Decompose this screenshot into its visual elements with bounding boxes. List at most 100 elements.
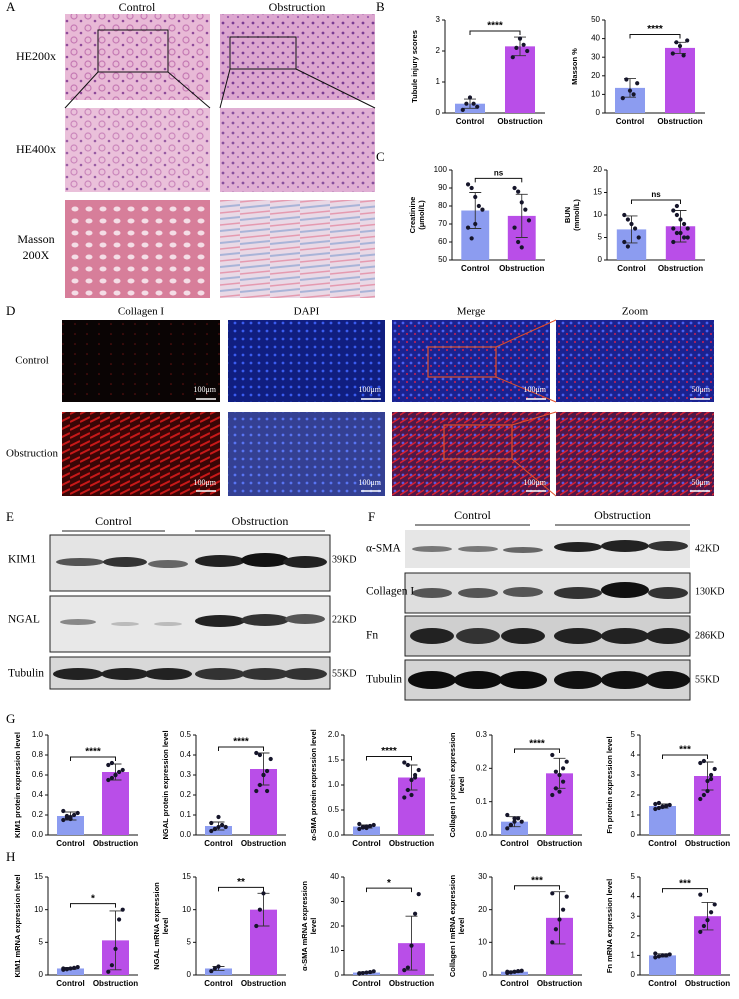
y-tick-label: 2.0: [328, 730, 340, 739]
y-tick-label: 20: [478, 905, 487, 914]
data-point: [416, 892, 421, 897]
data-point: [508, 970, 513, 975]
y-axis-label: α-SMA protein expression level: [309, 729, 318, 840]
data-point: [561, 766, 566, 771]
data-point: [629, 221, 634, 227]
significance-bracket: [366, 887, 412, 893]
y-axis-label: KIM1 protein expression level: [13, 732, 22, 838]
data-point: [460, 107, 465, 112]
data-point: [667, 952, 672, 957]
y-tick-label: 0.0: [328, 830, 340, 839]
x-tick-label: Control: [204, 839, 232, 848]
data-point: [405, 787, 410, 793]
panel-letter: B: [376, 0, 385, 14]
y-tick-label: 0: [335, 970, 340, 979]
column-header: Obstruction: [269, 0, 326, 14]
y-tick-label: 0: [187, 970, 192, 979]
data-point: [106, 762, 111, 768]
data-point: [685, 226, 690, 231]
data-point: [698, 760, 703, 766]
data-point: [364, 825, 369, 831]
data-point: [505, 826, 510, 831]
y-axis-label: level: [457, 918, 466, 935]
data-point: [627, 88, 633, 93]
data-point: [685, 235, 690, 240]
error-bar: [625, 215, 638, 244]
panel-letter: H: [6, 849, 15, 864]
significance-bracket: [514, 885, 560, 890]
panel-letter: C: [376, 149, 385, 164]
y-tick-label: 2: [631, 931, 636, 940]
data-point: [709, 910, 714, 915]
significance-label: **: [237, 877, 245, 888]
y-tick-label: 80: [438, 201, 447, 210]
error-bar: [109, 910, 122, 971]
y-axis-label: KIM1 mRNA expression level: [13, 874, 22, 977]
blot-size: 55KD: [332, 668, 356, 679]
significance-bracket: [218, 886, 264, 892]
y-tick-label: 10: [593, 210, 602, 219]
y-tick-label: 1: [631, 951, 636, 960]
bar: [501, 821, 528, 835]
y-tick-label: 2: [436, 46, 441, 55]
data-point: [61, 808, 66, 814]
data-point: [705, 918, 710, 923]
data-point: [469, 236, 474, 241]
y-tick-label: 0: [631, 970, 636, 979]
data-point: [624, 77, 629, 82]
x-tick-label: Control: [456, 117, 484, 126]
y-axis-label: Collagen I mRNA expression: [448, 874, 457, 977]
data-point: [550, 752, 555, 758]
y-tick-label: 0.2: [180, 790, 192, 799]
data-point: [677, 43, 683, 49]
y-axis-label: NGAL mRNA expression: [152, 882, 161, 970]
data-point: [667, 802, 672, 808]
data-point: [517, 36, 523, 41]
significance-bracket: [631, 199, 681, 204]
data-point: [622, 239, 627, 245]
blot-size: 130KD: [695, 586, 724, 597]
y-tick-label: 0.4: [32, 790, 44, 799]
significance-label: *: [387, 878, 391, 889]
data-point: [364, 970, 369, 975]
y-axis-label: NGAL protein expression level: [161, 730, 170, 839]
significance-bracket: [629, 33, 681, 39]
data-point: [564, 894, 569, 899]
western-blots-e: [49, 534, 331, 690]
x-tick-label: Control: [648, 979, 676, 988]
data-point: [526, 218, 532, 223]
data-point: [653, 806, 658, 812]
data-point: [209, 820, 214, 826]
data-point: [625, 217, 631, 222]
y-axis-label: level: [457, 777, 466, 794]
y-tick-label: 15: [593, 188, 602, 197]
data-point: [220, 822, 225, 828]
significance-label: ****: [529, 739, 545, 750]
y-axis-label: level: [309, 918, 318, 935]
data-point: [64, 813, 69, 819]
row-label: Masson: [17, 232, 54, 246]
data-point: [212, 826, 217, 832]
data-point: [516, 816, 521, 821]
x-tick-label: Control: [352, 979, 380, 988]
data-point: [671, 239, 676, 245]
data-point: [698, 929, 703, 934]
data-point: [72, 812, 77, 818]
blot-size: 55KD: [695, 674, 719, 685]
y-tick-label: 10: [34, 905, 43, 914]
y-tick-label: 4: [631, 892, 636, 901]
significance-bracket: [366, 756, 412, 761]
group-label: Obstruction: [232, 514, 289, 528]
data-point: [72, 965, 77, 970]
y-tick-label: 0.6: [32, 770, 44, 779]
data-point: [512, 819, 517, 824]
x-tick-label: Control: [56, 839, 84, 848]
data-point: [416, 767, 421, 773]
data-point: [674, 203, 680, 209]
significance-bracket: [218, 746, 264, 751]
blot-size: 286KD: [695, 630, 724, 641]
data-point: [413, 775, 418, 780]
data-point: [360, 970, 365, 976]
y-tick-label: 20: [591, 71, 600, 80]
y-tick-label: 15: [182, 872, 191, 881]
